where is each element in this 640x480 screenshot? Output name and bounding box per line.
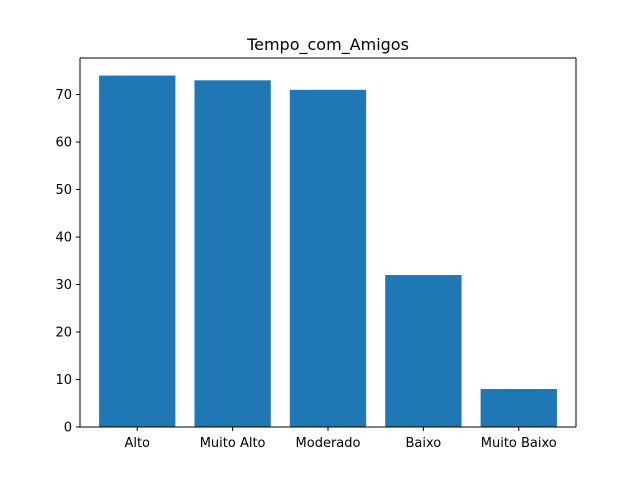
x-tick-label: Muito Alto — [200, 436, 266, 451]
y-tick-label: 30 — [55, 278, 72, 293]
x-tick-label: Baixo — [406, 436, 442, 451]
bar-muito-alto — [194, 80, 271, 427]
y-tick-label: 20 — [55, 326, 72, 341]
bar-muito-baixo — [480, 389, 557, 427]
ticks-layer: 0 10 20 30 40 50 60 70 Alto Muito Alto Moderado Bai… — [55, 88, 556, 451]
bar-moderado — [289, 89, 367, 427]
bar-baixo — [385, 275, 462, 427]
y-tick-label: 0 — [64, 421, 72, 436]
bar-alto — [99, 75, 176, 427]
y-tick-label: 70 — [55, 88, 72, 103]
y-tick-label: 50 — [55, 183, 72, 198]
y-tick-label: 60 — [55, 136, 72, 151]
x-tick-label: Moderado — [296, 436, 361, 451]
bars-layer — [99, 75, 557, 427]
y-tick-label: 10 — [55, 373, 72, 388]
chart-title: Tempo_com_Amigos — [246, 35, 409, 55]
axes-layer — [79, 57, 577, 428]
x-tick-label: Alto — [124, 436, 150, 451]
x-tick-label: Muito Baixo — [481, 436, 557, 451]
y-tick-label: 40 — [55, 231, 72, 246]
